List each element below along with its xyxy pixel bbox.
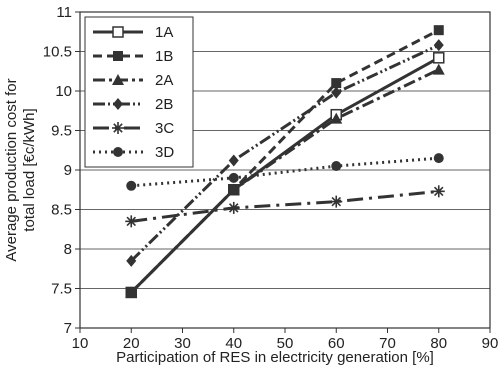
series-line-3C: [131, 189, 439, 223]
y-tick-label-0: 7: [64, 320, 72, 337]
series-2B: [126, 39, 444, 267]
point-2B-80: [433, 39, 444, 52]
x-tick-label-7: 80: [430, 335, 447, 352]
point-1A-80: [433, 52, 445, 64]
legend-marker-3C: [112, 122, 124, 134]
legend-label-2A: 2A: [155, 72, 173, 89]
point-2A-40: [227, 183, 240, 195]
point-2A-60: [330, 112, 343, 124]
y-tick-label-3: 8.5: [51, 202, 72, 219]
legend-entry-1B: 1B: [93, 48, 173, 65]
y-tick-label-6: 10: [55, 83, 72, 100]
legend-label-1B: 1B: [155, 48, 173, 65]
legend-entry-2B: 2B: [93, 96, 173, 113]
point-3C-60: [330, 195, 343, 208]
series-2A: [125, 63, 445, 298]
legend-label-2B: 2B: [155, 96, 173, 113]
legend-entry-3D: 3D: [93, 144, 174, 161]
legend-entry-2A: 2A: [93, 72, 173, 89]
point-3C-80: [432, 185, 445, 198]
legend-label-3C: 3C: [155, 120, 174, 137]
series-3C: [125, 185, 445, 228]
point-2A-20: [125, 286, 138, 298]
point-2B-40: [228, 154, 239, 167]
legend-marker-1A: [112, 26, 124, 38]
point-3C-60-stroke-3: [331, 196, 342, 207]
point-3C-40-stroke-3: [228, 203, 239, 213]
point-3D-80: [433, 153, 444, 164]
series-line-2B: [130, 43, 440, 262]
series-line-2A: [130, 68, 440, 294]
x-tick-label-3: 40: [225, 335, 242, 352]
x-tick-label-5: 60: [328, 335, 345, 352]
y-axis-label-line-2: total load [€c/kWh]: [21, 108, 38, 231]
legend-marker-3C-stroke-3: [113, 123, 123, 133]
point-3C-80-stroke-3: [433, 186, 444, 197]
y-axis-label-line-1: Average production cost for: [3, 78, 20, 261]
x-tick-label-0: 10: [72, 335, 89, 352]
legend-marker-3D: [113, 147, 123, 157]
series-layer: [125, 25, 445, 299]
point-2A-80: [432, 63, 445, 75]
legend: 1A 1B 2A 2B 3C 3D: [84, 16, 194, 168]
x-tick-label-6: 70: [379, 335, 396, 352]
point-3C-20: [125, 215, 138, 228]
legend-marker-2A: [112, 74, 124, 85]
y-tick-label-5: 9.5: [51, 123, 72, 140]
point-3C-20-stroke-3: [126, 216, 137, 227]
legend-marker-2B: [113, 98, 123, 110]
y-tick-label-8: 11: [56, 4, 72, 21]
x-tick-label-8: 90: [482, 335, 499, 352]
point-3D-60: [331, 161, 342, 172]
x-tick-label-4: 50: [277, 335, 294, 352]
y-tick-label-7: 10.5: [43, 44, 72, 61]
point-3D-40: [228, 172, 239, 183]
y-tick-label-1: 7.5: [51, 281, 72, 298]
point-1B-80: [433, 25, 444, 36]
legend-marker-1B: [113, 51, 123, 61]
legend-label-1A: 1A: [155, 24, 173, 41]
point-3C-40: [227, 201, 240, 214]
legend-label-3D: 3D: [155, 144, 174, 161]
tick-layer: 10 20 30 40 50 60 70 80 90 7 7.5 8 8.5 9 9.5 10 10.5 11: [43, 4, 499, 352]
y-tick-label-4: 9: [64, 162, 72, 179]
legend-entry-1A: 1A: [93, 24, 173, 41]
legend-box: [84, 16, 194, 168]
point-3D-20: [126, 180, 137, 191]
x-tick-label-2: 30: [174, 335, 191, 352]
x-tick-label-1: 20: [123, 335, 140, 352]
legend-entry-3C: 3C: [93, 120, 174, 137]
x-axis-label: Participation of RES in electricity gene…: [116, 349, 434, 366]
y-tick-label-2: 8: [64, 241, 72, 258]
point-1B-60: [331, 78, 342, 89]
point-2B-20: [126, 254, 137, 267]
series-3D: [126, 153, 444, 191]
point-2B-60: [331, 86, 342, 99]
